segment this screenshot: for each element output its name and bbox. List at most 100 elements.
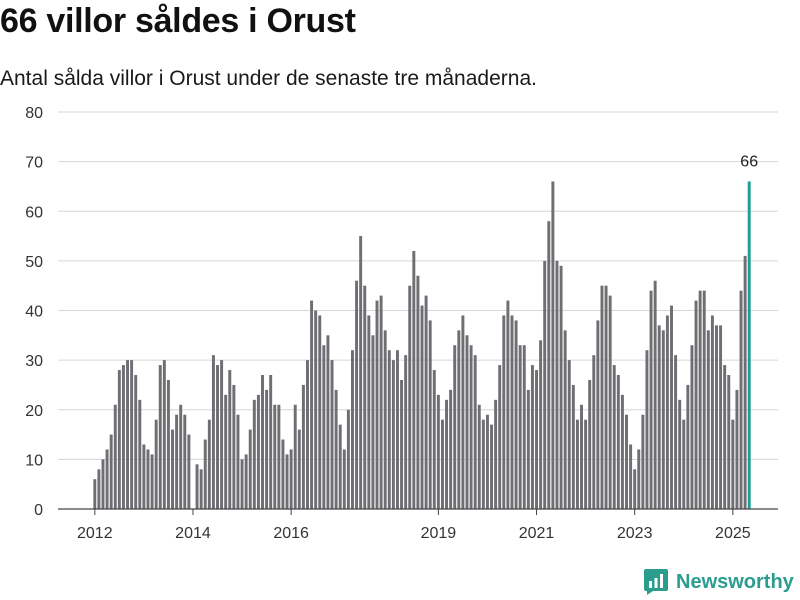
bar [457, 330, 461, 509]
bar [449, 389, 453, 509]
bar [633, 469, 637, 509]
bar [342, 449, 346, 509]
bar [138, 399, 142, 509]
bar [261, 375, 264, 509]
y-tick-label: 70 [25, 155, 43, 172]
bar [616, 375, 620, 509]
bar [371, 335, 375, 509]
bar [248, 429, 252, 509]
y-tick-label: 10 [25, 452, 43, 469]
bar [416, 275, 420, 509]
bar [649, 290, 653, 509]
bar [150, 454, 154, 509]
x-tick-label: 2023 [617, 525, 653, 542]
bar [420, 305, 424, 509]
bar [228, 370, 232, 509]
bar [383, 330, 387, 509]
bar [171, 429, 174, 509]
bar [355, 280, 359, 509]
bar [117, 370, 121, 509]
newsworthy-logo-icon [644, 569, 668, 595]
bar [477, 404, 481, 509]
bar [535, 370, 538, 509]
newsworthy-logo: Newsworthy [644, 569, 794, 595]
data-labels: 66 [740, 153, 758, 170]
bar [195, 464, 199, 509]
bar [338, 424, 342, 509]
bar [113, 404, 117, 509]
bar [142, 444, 146, 509]
bar [367, 315, 371, 509]
bar [395, 350, 399, 509]
bar [739, 290, 743, 509]
bar [620, 394, 624, 509]
bar [653, 280, 657, 509]
x-tick-label: 2014 [175, 525, 211, 542]
bar [596, 320, 600, 509]
bar [400, 379, 404, 509]
bar [567, 360, 571, 509]
bar [465, 335, 469, 509]
bar [436, 394, 440, 509]
bar [179, 404, 183, 509]
bar [674, 355, 678, 509]
bar [424, 295, 428, 509]
bar [166, 379, 170, 509]
bar [187, 434, 191, 509]
bar [105, 449, 109, 509]
bar [727, 375, 731, 509]
bar [183, 414, 187, 509]
bar [146, 449, 150, 509]
bar [645, 350, 649, 509]
bar [236, 414, 240, 509]
bar [334, 389, 338, 509]
bar [453, 345, 457, 509]
y-tick-label: 30 [25, 353, 43, 370]
bar [289, 449, 293, 509]
bar [351, 350, 354, 509]
bar [731, 419, 735, 509]
bar [391, 360, 395, 509]
y-tick-label: 60 [25, 204, 43, 221]
bar [101, 459, 105, 509]
bar [592, 355, 596, 509]
bar [490, 424, 494, 509]
bar [555, 260, 559, 509]
bar [207, 419, 211, 509]
bar [162, 360, 166, 509]
bar [412, 250, 416, 509]
bar [612, 365, 616, 509]
y-tick-label: 40 [25, 304, 43, 321]
bar [322, 345, 326, 509]
x-tick-label: 2019 [421, 525, 457, 542]
bar [216, 365, 219, 509]
bar [130, 360, 134, 509]
bar [580, 404, 583, 509]
bar [522, 345, 526, 509]
bar [199, 469, 203, 509]
bar [547, 221, 551, 510]
bar [473, 355, 477, 509]
bar [735, 389, 739, 509]
bar [563, 330, 567, 509]
data-label: 66 [740, 153, 758, 170]
brand-name: Newsworthy [676, 570, 794, 593]
bar [715, 325, 718, 509]
bar [690, 345, 694, 509]
bar [359, 236, 363, 509]
bar [506, 300, 510, 509]
bar [363, 285, 367, 509]
bar [600, 285, 604, 509]
bar [203, 439, 207, 509]
bar [469, 345, 473, 509]
bar [526, 389, 530, 509]
x-tick-label: 2012 [77, 525, 113, 542]
bar [498, 365, 502, 509]
bar [629, 444, 633, 509]
bar [109, 434, 113, 509]
bar [686, 384, 690, 509]
bar [211, 355, 215, 509]
bar [293, 404, 297, 509]
bar [494, 399, 498, 509]
